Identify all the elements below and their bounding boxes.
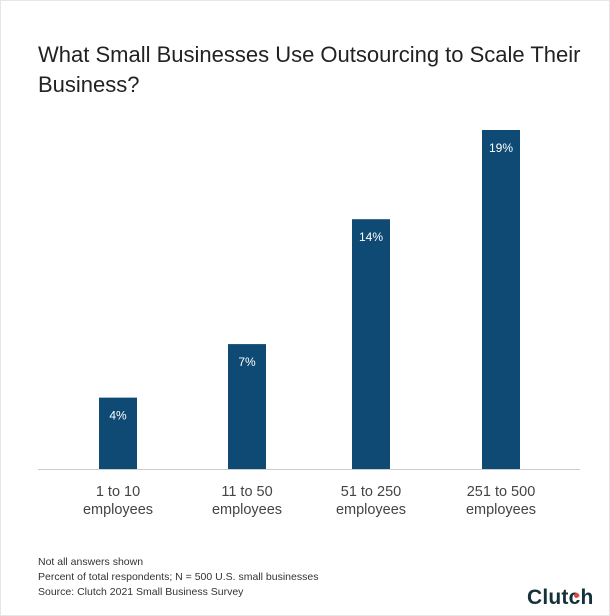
x-tick-label-4-line-2: employees bbox=[466, 502, 536, 518]
note-respondents: Percent of total respondents; N = 500 U.… bbox=[38, 571, 319, 583]
bar-4 bbox=[482, 130, 520, 469]
bar-value-label-3: 14% bbox=[359, 230, 383, 244]
bar-2 bbox=[228, 344, 266, 469]
chart-title: What Small Businesses Use Outsourcing to… bbox=[38, 42, 581, 97]
bar-value-label-1: 4% bbox=[109, 409, 127, 423]
note-not-all-answers: Not all answers shown bbox=[38, 556, 144, 568]
bar-1 bbox=[99, 397, 137, 469]
bar-value-label-2: 7% bbox=[238, 355, 256, 369]
x-tick-label-2-line-2: employees bbox=[212, 502, 282, 518]
x-tick-label-3-line-2: employees bbox=[336, 502, 406, 518]
chart-notes: Not all answers shown Percent of total r… bbox=[38, 555, 318, 600]
note-source: Source: Clutch 2021 Small Business Surve… bbox=[38, 586, 244, 598]
x-tick-label-1-line-1: 1 to 10 bbox=[96, 484, 140, 500]
bar-3 bbox=[352, 219, 390, 469]
logo-text: Clutch bbox=[527, 586, 594, 609]
x-tick-label-3-line-1: 51 to 250 bbox=[341, 484, 401, 500]
x-tick-label-1-line-2: employees bbox=[83, 502, 153, 518]
logo-accent-dot bbox=[574, 593, 579, 598]
x-tick-label-2-line-1: 11 to 50 bbox=[221, 484, 272, 500]
bar-value-label-4: 19% bbox=[489, 141, 513, 155]
clutch-logo: Clutch bbox=[527, 586, 594, 610]
x-tick-label-4-line-1: 251 to 500 bbox=[467, 484, 536, 500]
